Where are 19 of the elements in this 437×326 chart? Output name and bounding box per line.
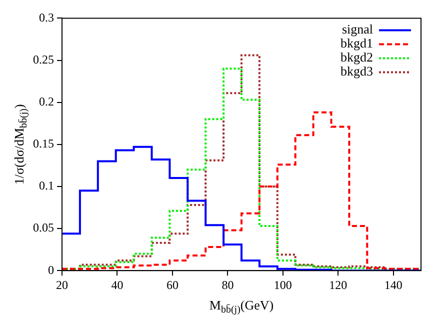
x-tick-label: 120 [329,278,348,292]
legend-label: bkgd1 [340,36,373,51]
y-tick-label: 0.05 [33,220,54,235]
y-axis-title: 1/σ(dσ/dMbb̄(j)) [11,104,30,185]
x-tick-label: 80 [222,278,234,292]
x-tick-label: 100 [274,278,292,292]
y-tick-label: 0.25 [33,52,54,66]
legend-label: bkgd3 [340,64,373,79]
legend-label: signal [342,22,374,37]
x-tick-label: 20 [56,278,68,292]
y-tick-label: 0 [48,262,54,277]
y-tick-label: 0.2 [39,94,54,108]
y-tick-label: 0.3 [39,10,54,24]
x-tick-label: 40 [111,278,124,292]
legend-label: bkgd2 [340,50,373,65]
x-tick-label: 140 [384,278,402,292]
x-tick-label: 60 [166,278,178,292]
y-tick-label: 0.1 [39,178,54,193]
y-tick-label: 0.15 [33,136,54,151]
